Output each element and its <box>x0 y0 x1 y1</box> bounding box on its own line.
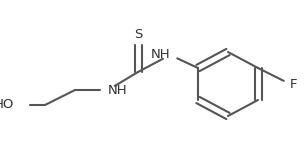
Text: HO: HO <box>0 99 14 111</box>
Text: F: F <box>290 78 298 90</box>
Text: NH: NH <box>150 48 170 62</box>
Text: S: S <box>134 28 142 42</box>
Text: NH: NH <box>108 84 128 96</box>
